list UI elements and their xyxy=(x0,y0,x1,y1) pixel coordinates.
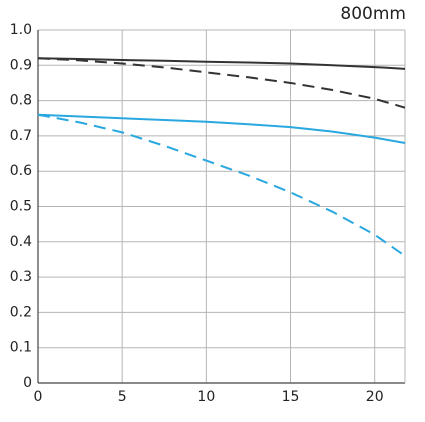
y-tick-label: 0.9 xyxy=(10,57,32,73)
y-tick-label: 0.7 xyxy=(10,128,32,144)
y-tick-label: 0.4 xyxy=(10,234,32,250)
y-tick-label: 1.0 xyxy=(10,22,32,38)
x-tick-label: 15 xyxy=(282,389,300,405)
series-line xyxy=(37,57,406,109)
x-tick-label: 5 xyxy=(118,389,127,405)
chart-title: 800mm xyxy=(340,4,406,24)
series-line xyxy=(37,57,406,70)
y-tick-label: 0.1 xyxy=(10,340,32,356)
y-tick-label: 0.3 xyxy=(10,269,32,285)
series-line xyxy=(37,113,406,257)
y-tick-label: 0.8 xyxy=(10,93,32,109)
y-tick-label: 0.2 xyxy=(10,304,32,320)
y-tick-label: 0 xyxy=(23,375,32,391)
y-tick-label: 0.6 xyxy=(10,163,32,179)
y-tick-label: 0.5 xyxy=(10,199,32,215)
x-tick-label: 0 xyxy=(34,389,43,405)
x-tick-label: 10 xyxy=(197,389,215,405)
series-line xyxy=(37,113,406,144)
x-tick-label: 20 xyxy=(366,389,384,405)
